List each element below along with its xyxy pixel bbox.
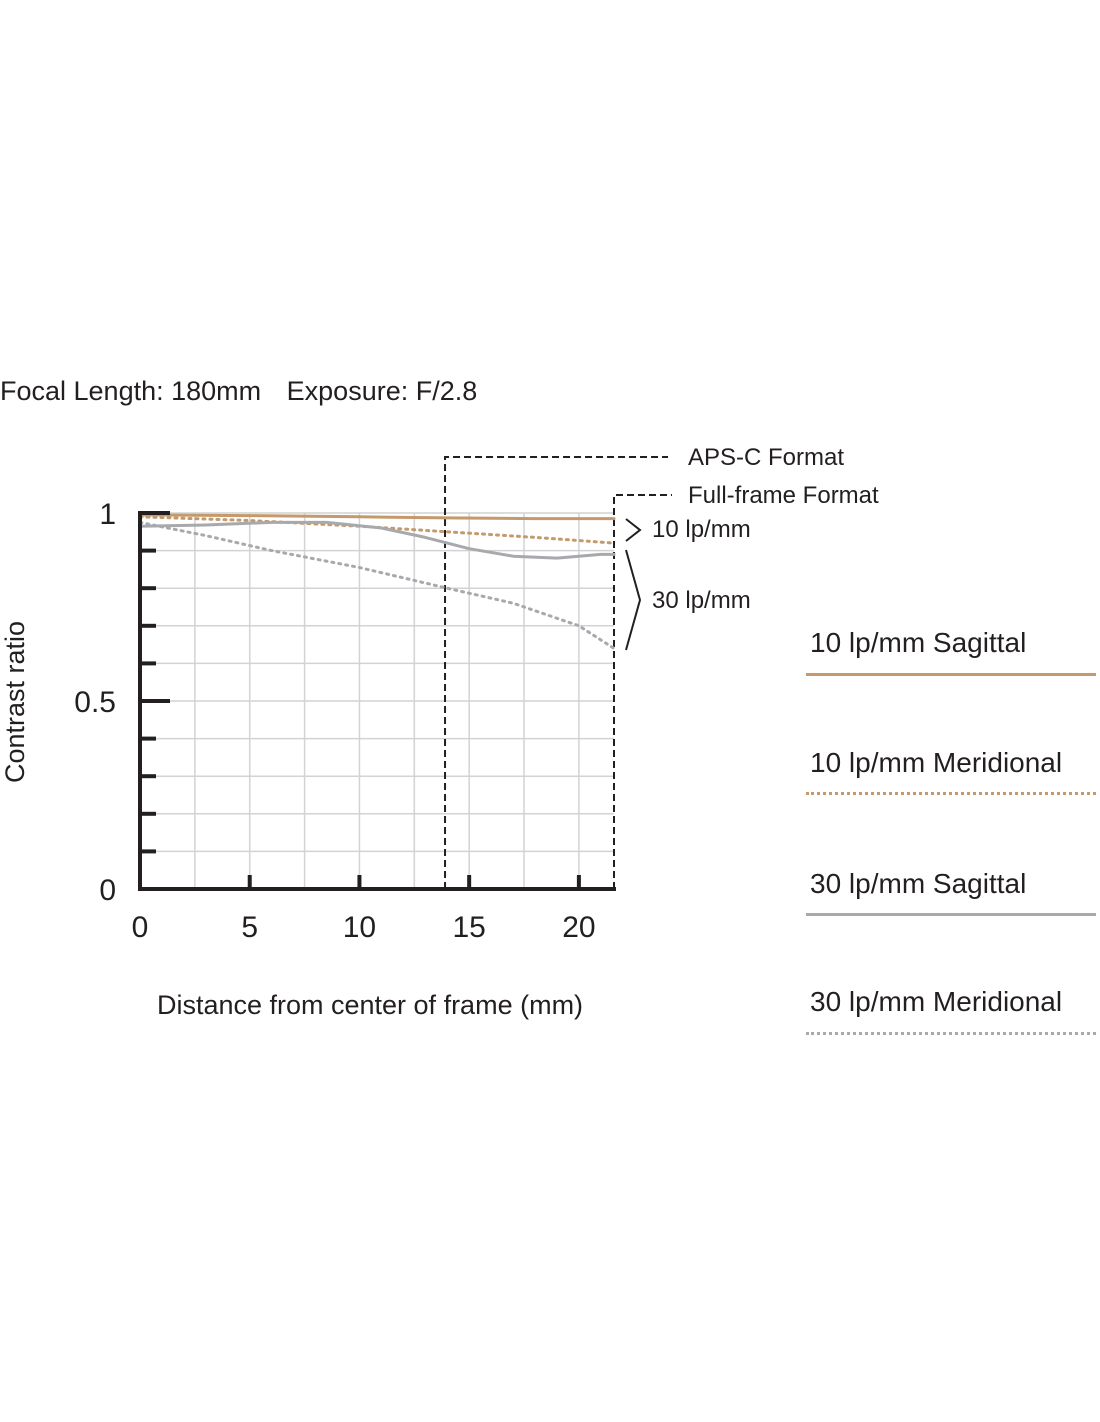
fullframe-boundary-line [613, 494, 672, 889]
y-tick-label: 0.5 [74, 686, 116, 719]
exposure-label: Exposure: F/2.8 [286, 376, 478, 406]
format-markers [444, 456, 672, 889]
lp30-bracket [625, 549, 642, 651]
legend-line-30-meridional [806, 1032, 1096, 1035]
legend-line-10-meridional [806, 792, 1096, 795]
legend-line-30-sagittal [806, 913, 1096, 916]
series-lines [138, 513, 616, 650]
series-line-30-lp-mm-meridional [138, 520, 616, 650]
series-line-10-lp-mm-sagittal [138, 513, 616, 521]
apsc-format-label: APS-C Format [688, 444, 844, 471]
chart-heading: Focal Length: 180mm Exposure: F/2.8 [0, 376, 495, 407]
legend-line-10-sagittal [806, 673, 1096, 676]
x-tick-label: 20 [562, 911, 595, 944]
x-tick-label: 10 [343, 911, 376, 944]
series-line-30-lp-mm-sagittal [138, 520, 616, 560]
y-tick-label: 1 [99, 498, 116, 531]
x-tick-label: 0 [132, 911, 149, 944]
y-axis-label: Contrast ratio [0, 621, 30, 783]
lp10-bracket [625, 518, 642, 542]
legend-label-30-sagittal: 30 lp/mm Sagittal [810, 868, 1027, 899]
legend-label-10-sagittal: 10 lp/mm Sagittal [810, 627, 1027, 658]
grid [140, 512, 614, 889]
legend-label-10-meridional: 10 lp/mm Meridional [810, 747, 1063, 778]
x-axis-label: Distance from center of frame (mm) [157, 990, 583, 1020]
fullframe-format-label: Full-frame Format [688, 482, 879, 509]
x-tick-label: 5 [241, 911, 258, 944]
legend-label-30-meridional: 30 lp/mm Meridional [810, 986, 1063, 1017]
x-tick-label: 15 [452, 911, 485, 944]
lp10-group-label: 10 lp/mm [652, 516, 751, 543]
axes: 0 5 10 15 20 0 0.5 1 [74, 498, 616, 944]
lp30-group-label: 30 lp/mm [652, 587, 751, 614]
apsc-boundary-line [444, 456, 668, 889]
y-tick-label: 0 [99, 874, 116, 907]
focal-length-label: Focal Length: 180mm [0, 376, 262, 406]
series-line-10-lp-mm-meridional [138, 515, 616, 545]
